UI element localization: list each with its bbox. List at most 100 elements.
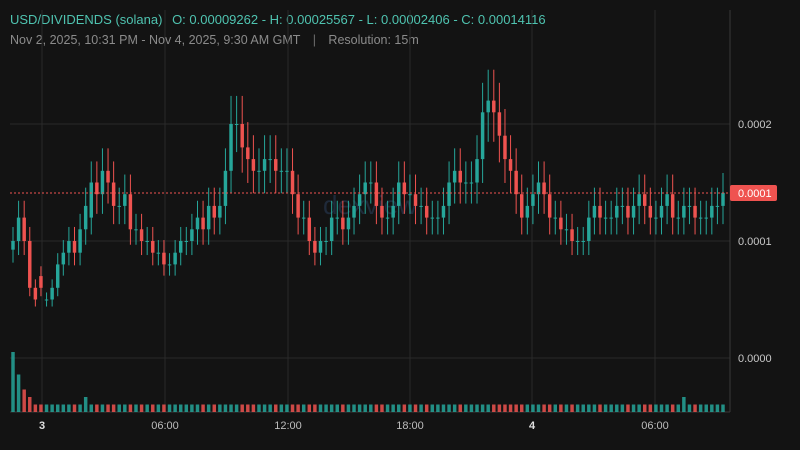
candle-body	[430, 217, 435, 219]
volume-bar	[525, 404, 530, 412]
volume-bar	[503, 404, 507, 412]
volume-bar	[419, 404, 423, 412]
volume-bar	[22, 389, 26, 412]
volume-bar	[201, 404, 205, 412]
volume-bar	[28, 397, 32, 412]
volume-bar	[72, 404, 77, 412]
candle-body	[497, 112, 502, 136]
candle-body	[39, 276, 43, 288]
volume-bar	[234, 404, 239, 412]
open-label: O:	[172, 12, 186, 27]
volume-bar	[676, 404, 681, 412]
volume-bar	[564, 404, 569, 412]
volume-bar	[279, 404, 284, 412]
candle-body	[229, 124, 233, 171]
candle-body	[397, 182, 401, 206]
candle-body	[117, 205, 121, 207]
candle-body	[134, 229, 138, 231]
candle-body	[682, 205, 686, 218]
volume-bar	[352, 404, 356, 412]
candle-body	[609, 217, 613, 219]
candle-body	[508, 159, 513, 171]
volume-bar	[195, 404, 200, 412]
candle-body	[665, 194, 669, 206]
candle-body	[581, 241, 585, 242]
volume-bar	[559, 404, 563, 412]
volume-bar	[246, 404, 250, 412]
volume-bar	[531, 404, 535, 412]
volume-bar	[83, 397, 88, 412]
volume-bar	[553, 404, 558, 412]
resolution: Resolution: 15m	[328, 33, 419, 47]
y-tick-label: 0.0000	[738, 353, 772, 365]
volume-bar	[346, 404, 351, 412]
candle-body	[486, 100, 490, 113]
candle-body	[642, 194, 647, 206]
volume-bar	[301, 404, 306, 412]
candle-body	[441, 205, 446, 218]
candle-body	[715, 205, 720, 207]
candle-body	[352, 205, 356, 218]
close-label: C:	[461, 12, 475, 27]
volume-bar	[542, 404, 546, 412]
candle-body	[575, 241, 580, 242]
volume-bar	[642, 404, 647, 412]
candle-body	[408, 194, 412, 196]
candle-body	[111, 182, 116, 206]
candle-body	[78, 229, 82, 253]
volume-bar	[402, 404, 407, 412]
volume-bar	[257, 404, 261, 412]
candle-body	[419, 205, 423, 207]
current-price-label: 0.0001	[738, 188, 772, 200]
volume-bar	[648, 404, 653, 412]
candle-body	[559, 217, 563, 230]
volume-bar	[715, 404, 720, 412]
volume-bar	[665, 404, 669, 412]
chart-subtitle: Nov 2, 2025, 10:31 PM - Nov 4, 2025, 9:3…	[10, 33, 419, 47]
volume-bar	[117, 404, 121, 412]
volume-bar	[307, 404, 312, 412]
volume-bar	[39, 404, 43, 412]
candle-body	[151, 241, 155, 253]
volume-bar	[262, 404, 267, 412]
volume-bar	[682, 397, 686, 412]
separator: |	[312, 33, 316, 47]
volume-bar	[78, 404, 82, 412]
candle-body	[704, 217, 708, 219]
volume-bar	[698, 404, 703, 412]
volume-bars	[11, 352, 725, 412]
volume-bar	[447, 404, 451, 412]
volume-bar	[128, 404, 133, 412]
candle-body	[458, 170, 462, 183]
candle-body	[145, 241, 149, 242]
volume-bar	[424, 404, 429, 412]
volume-bar	[452, 404, 457, 412]
volume-bar	[123, 404, 127, 412]
candle-body	[139, 229, 144, 241]
candle-body	[380, 205, 384, 218]
candle-body	[615, 205, 619, 218]
candle-body	[587, 217, 591, 241]
high-label: H:	[269, 12, 283, 27]
volume-bar	[100, 404, 105, 412]
volume-bar	[151, 404, 155, 412]
volume-bar	[458, 404, 462, 412]
volume-bar	[587, 404, 591, 412]
candle-body	[274, 159, 278, 171]
candle-body	[44, 299, 49, 301]
volume-bar	[385, 404, 390, 412]
pair-symbol: USD/DIVIDENDS (solana)	[10, 12, 163, 27]
volume-bar	[44, 404, 49, 412]
volume-bar	[631, 404, 636, 412]
candle-body	[447, 182, 451, 206]
candle-body	[687, 205, 692, 207]
candle-body	[631, 205, 636, 218]
volume-bar	[721, 404, 725, 412]
candle-body	[11, 241, 15, 250]
candle-body	[480, 112, 485, 160]
volume-bar	[609, 404, 613, 412]
candle-body	[402, 182, 407, 195]
open-value: 0.00009262	[189, 12, 259, 27]
candle-body	[475, 159, 479, 183]
